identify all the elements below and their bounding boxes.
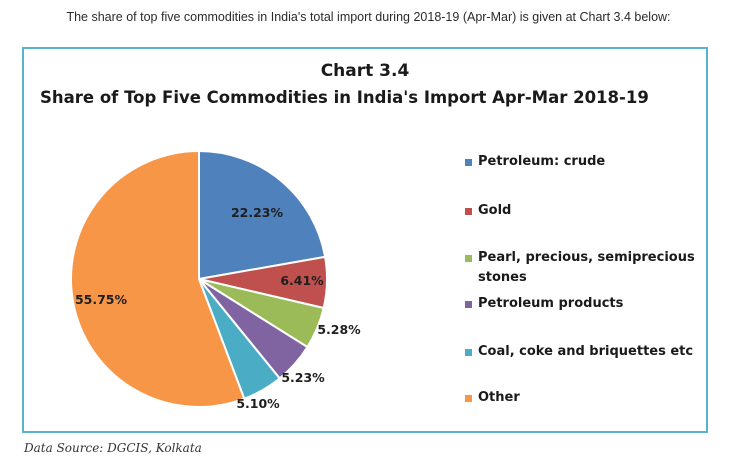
legend-swatch: [465, 158, 472, 166]
data-label: 5.23%: [281, 370, 325, 385]
data-source-note: Data Source: DGCIS, Kolkata: [24, 441, 202, 455]
chart-title: Share of Top Five Commodities in India's…: [40, 88, 649, 107]
pie-slice-petroleum-crude: [198, 150, 327, 280]
legend-label: Petroleum products: [478, 296, 624, 311]
chart-number: Chart 3.4: [320, 61, 410, 81]
data-label: 6.41%: [280, 273, 324, 288]
legend-swatch: [465, 394, 472, 402]
legend-swatch: [465, 207, 472, 215]
legend-item-coal-coke: Coal, coke and briquettes etc: [465, 342, 703, 362]
legend-label: Pearl, precious, semiprecious stones: [478, 250, 695, 285]
legend-item-pearl-stones: Pearl, precious, semiprecious stones: [465, 248, 703, 288]
legend-swatch: [465, 300, 472, 308]
pie-chart: 22.23% 6.41% 5.28% 5.23%5.10% 55.75%: [70, 150, 361, 411]
pie-slices: [70, 150, 328, 408]
legend-item-gold: Gold: [465, 201, 703, 221]
pie-slice-other: [70, 150, 246, 408]
data-label: 22.23%: [231, 205, 284, 220]
pie-labels: 22.23% 6.41% 5.28% 5.23%5.10% 55.75%: [75, 205, 361, 411]
legend-label: Coal, coke and briquettes etc: [478, 344, 694, 359]
legend-label: Other: [478, 390, 520, 405]
data-label: 55.75%: [75, 292, 128, 307]
legend-label: Petroleum: crude: [478, 154, 606, 169]
legend-item-petroleum-products: Petroleum products: [465, 294, 703, 314]
data-label: 5.28%: [317, 322, 361, 337]
chart-frame: Chart 3.4 Share of Top Five Commodities …: [22, 47, 708, 433]
legend-item-other: Other: [465, 388, 703, 408]
intro-text: The share of top five commodities in Ind…: [66, 10, 671, 24]
legend-swatch: [465, 254, 472, 262]
legend-label: Gold: [478, 203, 512, 218]
legend-item-petroleum-crude: Petroleum: crude: [465, 152, 703, 172]
data-label: 5.10%: [236, 396, 280, 411]
legend-swatch: [465, 348, 472, 356]
